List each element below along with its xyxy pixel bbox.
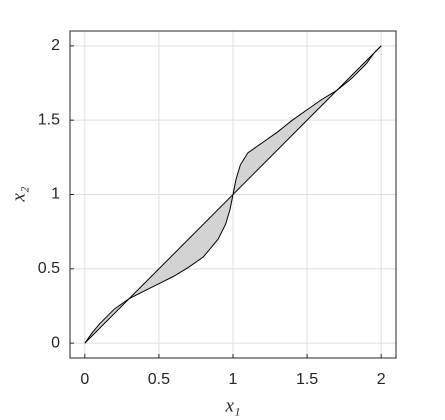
- y-axis-label: x₂: [8, 186, 29, 202]
- y-tick-label: 2: [51, 37, 60, 54]
- x-tick-label: 1.5: [296, 371, 318, 388]
- x-tick-label: 1: [229, 371, 238, 388]
- x-tick-label: 0: [80, 371, 89, 388]
- x-axis-label: x₁: [224, 395, 240, 416]
- y-tick-label: 1: [51, 186, 60, 203]
- x-tick-label: 2: [377, 371, 386, 388]
- y-tick-label: 1.5: [38, 111, 60, 128]
- line: [84, 45, 382, 344]
- y-tick-label: 0: [51, 334, 60, 351]
- axes-box: [69, 30, 397, 359]
- x-tick-label: 0.5: [148, 371, 170, 388]
- y-tick-label: 0.5: [38, 260, 60, 277]
